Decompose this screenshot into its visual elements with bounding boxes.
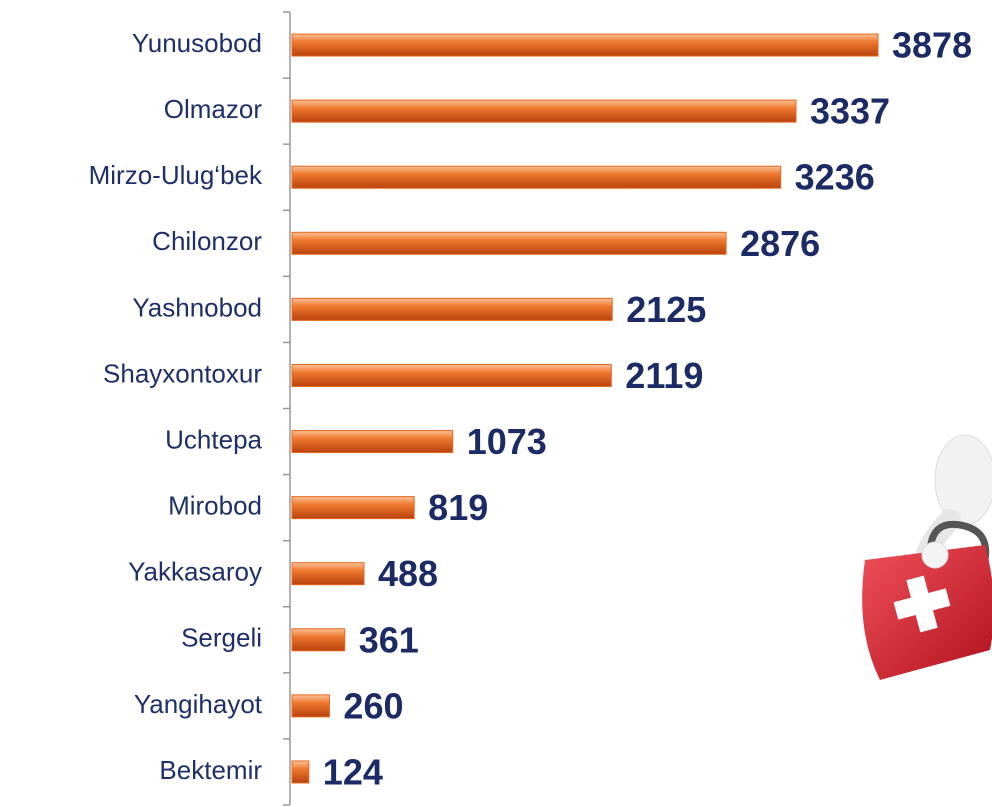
category-label: Sergeli bbox=[181, 623, 262, 653]
value-label: 260 bbox=[343, 685, 403, 726]
bar bbox=[291, 165, 782, 189]
value-label: 3236 bbox=[795, 157, 875, 198]
value-label: 3878 bbox=[892, 25, 972, 66]
bar bbox=[291, 760, 310, 784]
bar bbox=[291, 363, 612, 387]
category-label: Chilonzor bbox=[152, 226, 262, 256]
value-label: 1073 bbox=[467, 421, 547, 462]
category-label: Yangihayot bbox=[134, 689, 263, 719]
category-label: Olmazor bbox=[164, 94, 263, 124]
value-label: 2876 bbox=[740, 223, 820, 264]
bar bbox=[291, 496, 415, 520]
bar bbox=[291, 99, 797, 123]
bar bbox=[291, 231, 727, 255]
bar bbox=[291, 694, 330, 718]
value-label: 3337 bbox=[810, 91, 890, 132]
category-label: Bektemir bbox=[159, 755, 262, 785]
category-label: Shayxontoxur bbox=[103, 358, 262, 388]
bar bbox=[291, 430, 454, 454]
value-label: 124 bbox=[323, 751, 383, 792]
category-label: Uchtepa bbox=[165, 424, 262, 454]
bar bbox=[291, 297, 613, 321]
category-label: Yashnobod bbox=[132, 292, 262, 322]
category-label: Mirzo-Ulug‘bek bbox=[89, 160, 263, 190]
bar bbox=[291, 628, 346, 652]
category-label: Yunusobod bbox=[132, 28, 262, 58]
value-label: 488 bbox=[378, 553, 438, 594]
category-label: Yakkasaroy bbox=[128, 557, 262, 587]
value-label: 2125 bbox=[626, 289, 706, 330]
value-label: 819 bbox=[428, 487, 488, 528]
category-label: Mirobod bbox=[168, 491, 262, 521]
value-label: 2119 bbox=[625, 355, 703, 396]
value-label: 361 bbox=[359, 619, 419, 660]
bar bbox=[291, 562, 365, 586]
bar bbox=[291, 33, 879, 57]
illustration bbox=[862, 434, 992, 680]
